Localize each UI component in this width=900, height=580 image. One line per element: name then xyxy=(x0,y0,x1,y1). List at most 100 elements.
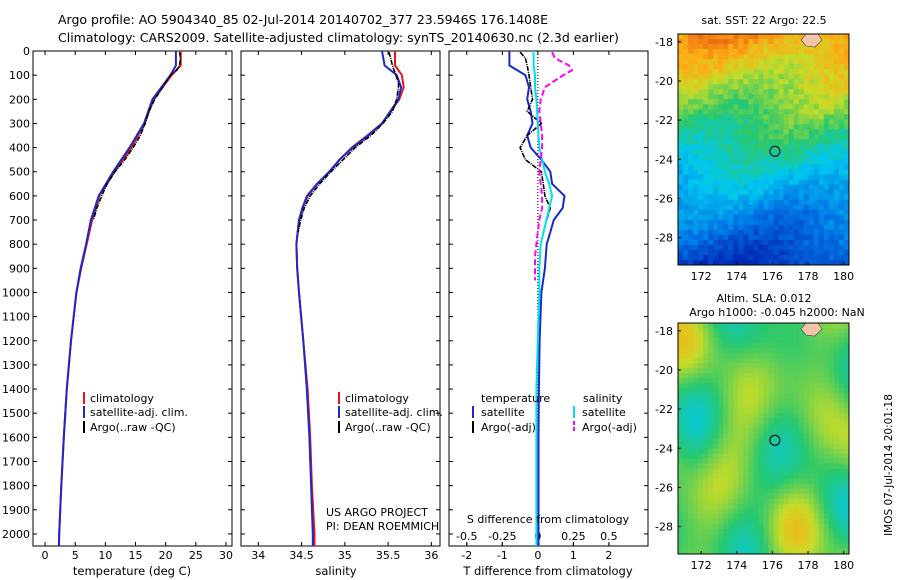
map-cell xyxy=(783,189,790,196)
map-cell xyxy=(753,368,759,374)
map-cell xyxy=(813,239,820,246)
map-cell xyxy=(693,398,699,404)
map-cell xyxy=(773,488,779,495)
map-cell xyxy=(733,159,739,165)
map-cell xyxy=(688,164,694,170)
map-cell xyxy=(703,259,709,266)
map-cell xyxy=(823,443,830,449)
map-cell xyxy=(798,463,805,470)
lon-tick-label: 178 xyxy=(798,270,819,283)
map-cell xyxy=(758,323,764,329)
map-cell xyxy=(803,54,810,60)
map-cell xyxy=(738,59,744,65)
map-cell xyxy=(788,184,795,191)
map-cell xyxy=(723,438,729,444)
map-cell xyxy=(778,538,785,545)
map-cell xyxy=(773,423,779,429)
map-cell xyxy=(738,548,744,555)
map-cell xyxy=(733,134,739,140)
map-cell xyxy=(678,134,684,140)
map-cell xyxy=(688,428,694,434)
map-cell xyxy=(773,144,779,150)
map-cell xyxy=(748,194,754,201)
map-cell xyxy=(823,179,830,186)
map-cell xyxy=(693,54,699,60)
map-cell xyxy=(833,104,840,110)
map-cell xyxy=(743,373,749,379)
map-cell xyxy=(733,84,739,90)
map-cell xyxy=(733,64,739,70)
map-cell xyxy=(708,438,714,444)
map-cell xyxy=(823,214,830,221)
map-cell xyxy=(723,224,729,231)
map-cell xyxy=(713,368,719,374)
map-cell xyxy=(688,69,694,75)
map-cell xyxy=(753,413,759,419)
map-cell xyxy=(728,368,734,374)
map-cell xyxy=(703,134,709,140)
map-cell xyxy=(838,59,845,65)
map-cell xyxy=(793,343,800,349)
map-cell xyxy=(748,199,754,206)
map-cell xyxy=(828,488,835,495)
map-cell xyxy=(758,358,764,364)
map-cell xyxy=(768,234,774,241)
depth-tick-label: 400 xyxy=(9,142,30,155)
map-cell xyxy=(798,428,805,434)
map-cell xyxy=(828,458,835,465)
map-cell xyxy=(688,99,694,105)
map-cell xyxy=(778,448,785,454)
map-cell xyxy=(753,448,759,454)
map-cell xyxy=(678,109,684,115)
map-cell xyxy=(768,463,774,470)
map-cell xyxy=(788,378,795,384)
map-cell xyxy=(828,184,835,191)
map-cell xyxy=(763,129,769,135)
map-cell xyxy=(688,478,694,485)
map-cell xyxy=(748,538,754,545)
map-cell xyxy=(768,89,774,95)
map-cell xyxy=(833,508,840,515)
map-cell xyxy=(768,104,774,110)
map-cell xyxy=(683,373,689,379)
map-cell xyxy=(843,99,850,105)
map-cell xyxy=(798,79,805,85)
map-cell xyxy=(778,179,785,186)
map-cell xyxy=(683,388,689,394)
map-cell xyxy=(738,448,744,454)
map-cell xyxy=(728,323,734,329)
map-cell xyxy=(753,468,759,475)
map-cell xyxy=(678,89,684,95)
map-cell xyxy=(828,234,835,241)
map-cell xyxy=(838,488,845,495)
map-cell xyxy=(723,94,729,100)
map-cell xyxy=(748,333,754,339)
map-cell xyxy=(758,189,764,196)
depth-tick-label: 200 xyxy=(9,93,30,106)
map-cell xyxy=(708,164,714,170)
map-cell xyxy=(783,528,790,535)
map-cell xyxy=(773,348,779,354)
map-cell xyxy=(803,368,810,374)
map-cell xyxy=(808,453,815,459)
map-cell xyxy=(698,458,704,465)
map-cell xyxy=(823,234,830,241)
map-cell xyxy=(688,239,694,246)
map-cell xyxy=(778,453,785,459)
map-cell xyxy=(713,358,719,364)
lon-tick-label: 178 xyxy=(798,559,819,572)
map-cell xyxy=(778,353,785,359)
map-cell xyxy=(743,39,749,45)
map-cell xyxy=(768,358,774,364)
map-cell xyxy=(768,353,774,359)
map-cell xyxy=(783,438,790,444)
map-cell xyxy=(738,373,744,379)
map-cell xyxy=(758,219,764,226)
map-cell xyxy=(798,343,805,349)
map-cell xyxy=(698,184,704,191)
map-cell xyxy=(758,119,764,125)
map-cell xyxy=(843,64,850,70)
map-cell xyxy=(788,548,795,555)
map-cell xyxy=(798,109,805,115)
map-cell xyxy=(778,428,785,434)
